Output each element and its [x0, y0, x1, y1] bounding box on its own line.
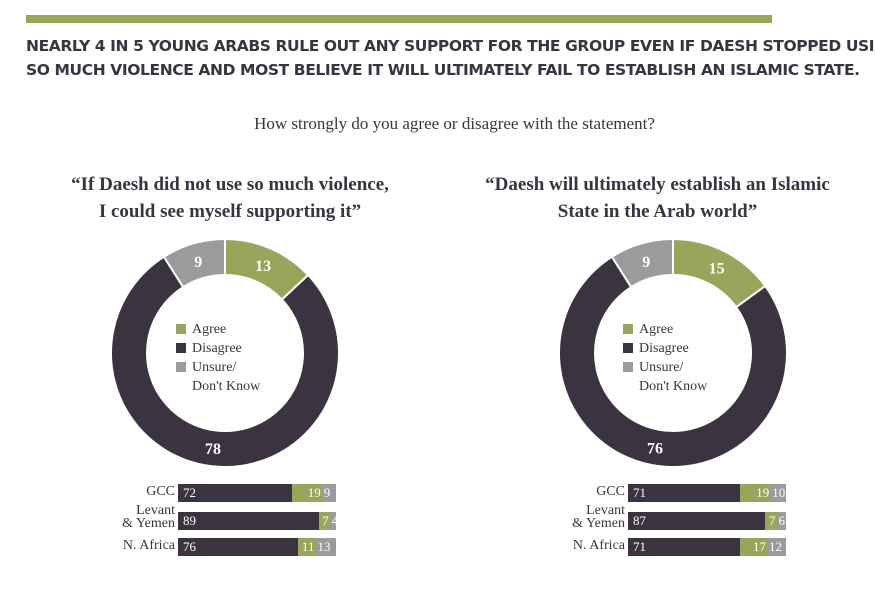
bar-row-label: Levant & Yemen [122, 503, 175, 531]
bar-row-label-line-2: & Yemen [572, 516, 625, 531]
donut-label-disagree: 78 [205, 441, 221, 458]
bar-row-label-line-2: & Yemen [122, 516, 175, 531]
bar-segment-disagree: 89 [178, 512, 319, 530]
legend-left: Agree Disagree Unsure/ Don't Know [176, 320, 260, 396]
donut-slice-disagree [558, 255, 788, 468]
agree-swatch [623, 324, 633, 334]
bar-segment-agree: 11 [298, 538, 316, 556]
stacked-bar: 72 19 9 [178, 484, 336, 502]
bar-row: N. Africa 76 11 13 [90, 536, 350, 556]
bar-segment-unsure: 9 [321, 484, 336, 502]
legend-label-agree: Agree [639, 322, 674, 337]
bar-row-label: N. Africa [572, 538, 625, 553]
legend-item-disagree: Disagree [623, 339, 707, 358]
legend-label-agree: Agree [192, 322, 227, 337]
bar-segment-unsure: 13 [315, 538, 336, 556]
bar-segment-disagree: 72 [178, 484, 292, 502]
bar-segment-disagree: 71 [628, 538, 741, 556]
bar-row-label: GCC [146, 484, 175, 499]
bar-segment-agree: 7 [318, 512, 330, 530]
bar-segment-agree: 19 [740, 484, 771, 502]
bar-segment-unsure: 6 [776, 512, 786, 530]
bar-segment-disagree: 71 [628, 484, 741, 502]
stacked-bar: 71 17 12 [628, 538, 786, 556]
bar-row-label-line-1: GCC [596, 484, 625, 499]
bar-row-label: N. Africa [122, 538, 175, 553]
legend-label-disagree: Disagree [639, 341, 689, 356]
stacked-bar: 76 11 13 [178, 538, 336, 556]
stacked-bar: 89 7 4 [178, 512, 336, 530]
disagree-swatch [176, 343, 186, 353]
bar-row-label: GCC [596, 484, 625, 499]
chart-title-right-line-1: “Daesh will ultimately establish an Isla… [485, 174, 830, 195]
bar-row: Levant & Yemen 87 7 6 [540, 504, 800, 531]
chart-title-left: “If Daesh did not use so much violence, … [0, 171, 460, 225]
donut-slice-unsure [610, 238, 674, 289]
bar-segment-unsure: 4 [329, 512, 336, 530]
disagree-swatch [623, 343, 633, 353]
bar-row: N. Africa 71 17 12 [540, 536, 800, 556]
bar-segment-agree: 19 [291, 484, 322, 502]
legend-label-unsure-line-2: Don't Know [192, 379, 261, 394]
donut-chart-left: 13 78 9 [110, 238, 340, 468]
legend-right: Agree Disagree Unsure/ Don't Know [623, 320, 707, 396]
donut-label-agree: 15 [709, 260, 725, 277]
bar-row-label-line-1: Levant [586, 503, 625, 518]
bar-row-label-line-1: Levant [136, 503, 175, 518]
legend-item-disagree: Disagree [176, 339, 260, 358]
donut-label-disagree: 76 [647, 440, 663, 457]
unsure-swatch [176, 362, 186, 372]
bar-row-label-line-1: N. Africa [122, 538, 175, 553]
donut-label-unsure: 9 [642, 254, 650, 271]
legend-label-unsure-line-2: Don't Know [639, 379, 708, 394]
bar-row-label-line-1: N. Africa [572, 538, 625, 553]
bar-segment-agree: 17 [740, 538, 768, 556]
donut-slice-unsure [162, 238, 226, 289]
bar-segment-disagree: 87 [628, 512, 766, 530]
stacked-bar: 71 19 10 [628, 484, 786, 502]
bar-segment-unsure: 12 [767, 538, 786, 556]
donut-label-agree: 13 [255, 258, 271, 275]
legend-item-agree: Agree [623, 320, 707, 339]
chart-title-right-line-2: State in the Arab world” [557, 201, 758, 222]
legend-item-unsure: Unsure/ [176, 358, 260, 377]
chart-title-left-line-1: “If Daesh did not use so much violence, [71, 174, 389, 195]
chart-title-right: “Daesh will ultimately establish an Isla… [440, 171, 875, 225]
bar-row: Levant & Yemen 89 7 4 [90, 504, 350, 531]
bar-row: GCC 71 19 10 [540, 482, 800, 502]
survey-question: How strongly do you agree or disagree wi… [254, 114, 655, 133]
donut-chart-right: 15 76 9 [558, 238, 788, 468]
bar-segment-unsure: 10 [770, 484, 786, 502]
bar-segment-disagree: 76 [178, 538, 299, 556]
stacked-bar: 87 7 6 [628, 512, 786, 530]
headline-line-2: SO MUCH VIOLENCE AND MOST BELIEVE IT WIL… [26, 61, 860, 79]
unsure-swatch [623, 362, 633, 372]
legend-label-disagree: Disagree [192, 341, 242, 356]
top-accent-bar [26, 15, 772, 23]
donut-label-unsure: 9 [194, 254, 202, 271]
headline-line-1: NEARLY 4 IN 5 YOUNG ARABS RULE OUT ANY S… [26, 37, 875, 55]
bar-row-label-line-1: GCC [146, 484, 175, 499]
bar-segment-agree: 7 [765, 512, 777, 530]
bar-row-label: Levant & Yemen [572, 503, 625, 531]
chart-title-left-line-2: I could see myself supporting it” [98, 201, 362, 222]
legend-item-unsure: Unsure/ [623, 358, 707, 377]
donut-slice-disagree [110, 255, 340, 468]
bar-row: GCC 72 19 9 [90, 482, 350, 502]
agree-swatch [176, 324, 186, 334]
legend-item-agree: Agree [176, 320, 260, 339]
legend-label-unsure: Unsure/ [192, 360, 237, 375]
headline: NEARLY 4 IN 5 YOUNG ARABS RULE OUT ANY S… [26, 34, 875, 82]
legend-label-unsure: Unsure/ [639, 360, 684, 375]
